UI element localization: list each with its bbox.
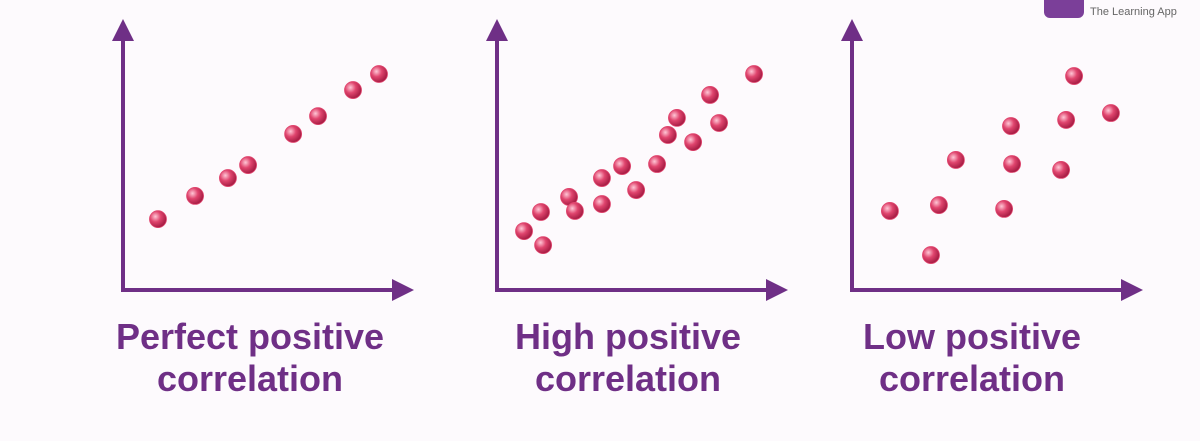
x-axis-arrow <box>392 279 414 301</box>
scatter-point <box>593 169 611 187</box>
scatter-point <box>370 65 388 83</box>
scatter-point <box>532 203 550 221</box>
scatter-point <box>534 236 553 255</box>
scatter-point <box>219 169 237 187</box>
axes <box>121 25 398 292</box>
scatter-point <box>186 187 204 205</box>
y-axis-arrow <box>486 19 508 41</box>
x-axis-arrow <box>766 279 788 301</box>
scatter-point <box>1052 160 1070 179</box>
scatter-point <box>684 133 702 152</box>
scatter-point <box>515 222 533 240</box>
x-axis-arrow <box>1121 279 1143 301</box>
chart-title: High positive correlation <box>514 316 742 399</box>
logo-icon <box>1044 0 1084 18</box>
scatter-point <box>922 246 940 264</box>
scatter-point <box>593 195 611 213</box>
scatter-point <box>1003 155 1021 173</box>
scatter-point <box>627 181 646 199</box>
chart-title: Low positive correlation <box>862 316 1082 399</box>
scatter-point <box>946 151 965 169</box>
scatter-point <box>284 125 303 143</box>
scatter-point <box>309 107 327 125</box>
scatter-point <box>648 155 666 173</box>
scatter-point <box>880 202 899 220</box>
scatter-point <box>995 200 1014 218</box>
y-axis-arrow <box>841 19 863 41</box>
scatter-point <box>1065 67 1083 85</box>
scatter-point <box>668 108 686 127</box>
scatter-point <box>344 81 362 99</box>
scatter-point <box>745 65 763 83</box>
scatter-point <box>710 114 728 132</box>
scatter-point <box>1057 111 1076 129</box>
scatter-point <box>701 86 719 104</box>
scatter-point <box>613 157 631 175</box>
scatter-point <box>659 126 677 144</box>
scatter-point <box>239 156 257 174</box>
y-axis-arrow <box>112 19 134 41</box>
scatter-point <box>149 210 167 229</box>
scatter-point <box>1102 104 1120 122</box>
scatter-point <box>566 202 584 220</box>
scatter-point <box>930 196 948 214</box>
axes <box>495 25 772 292</box>
chart-title: Perfect positive correlation <box>115 316 385 399</box>
logo-tagline: The Learning App <box>1090 6 1177 18</box>
axes <box>850 25 1127 292</box>
scatter-point <box>1002 117 1020 135</box>
